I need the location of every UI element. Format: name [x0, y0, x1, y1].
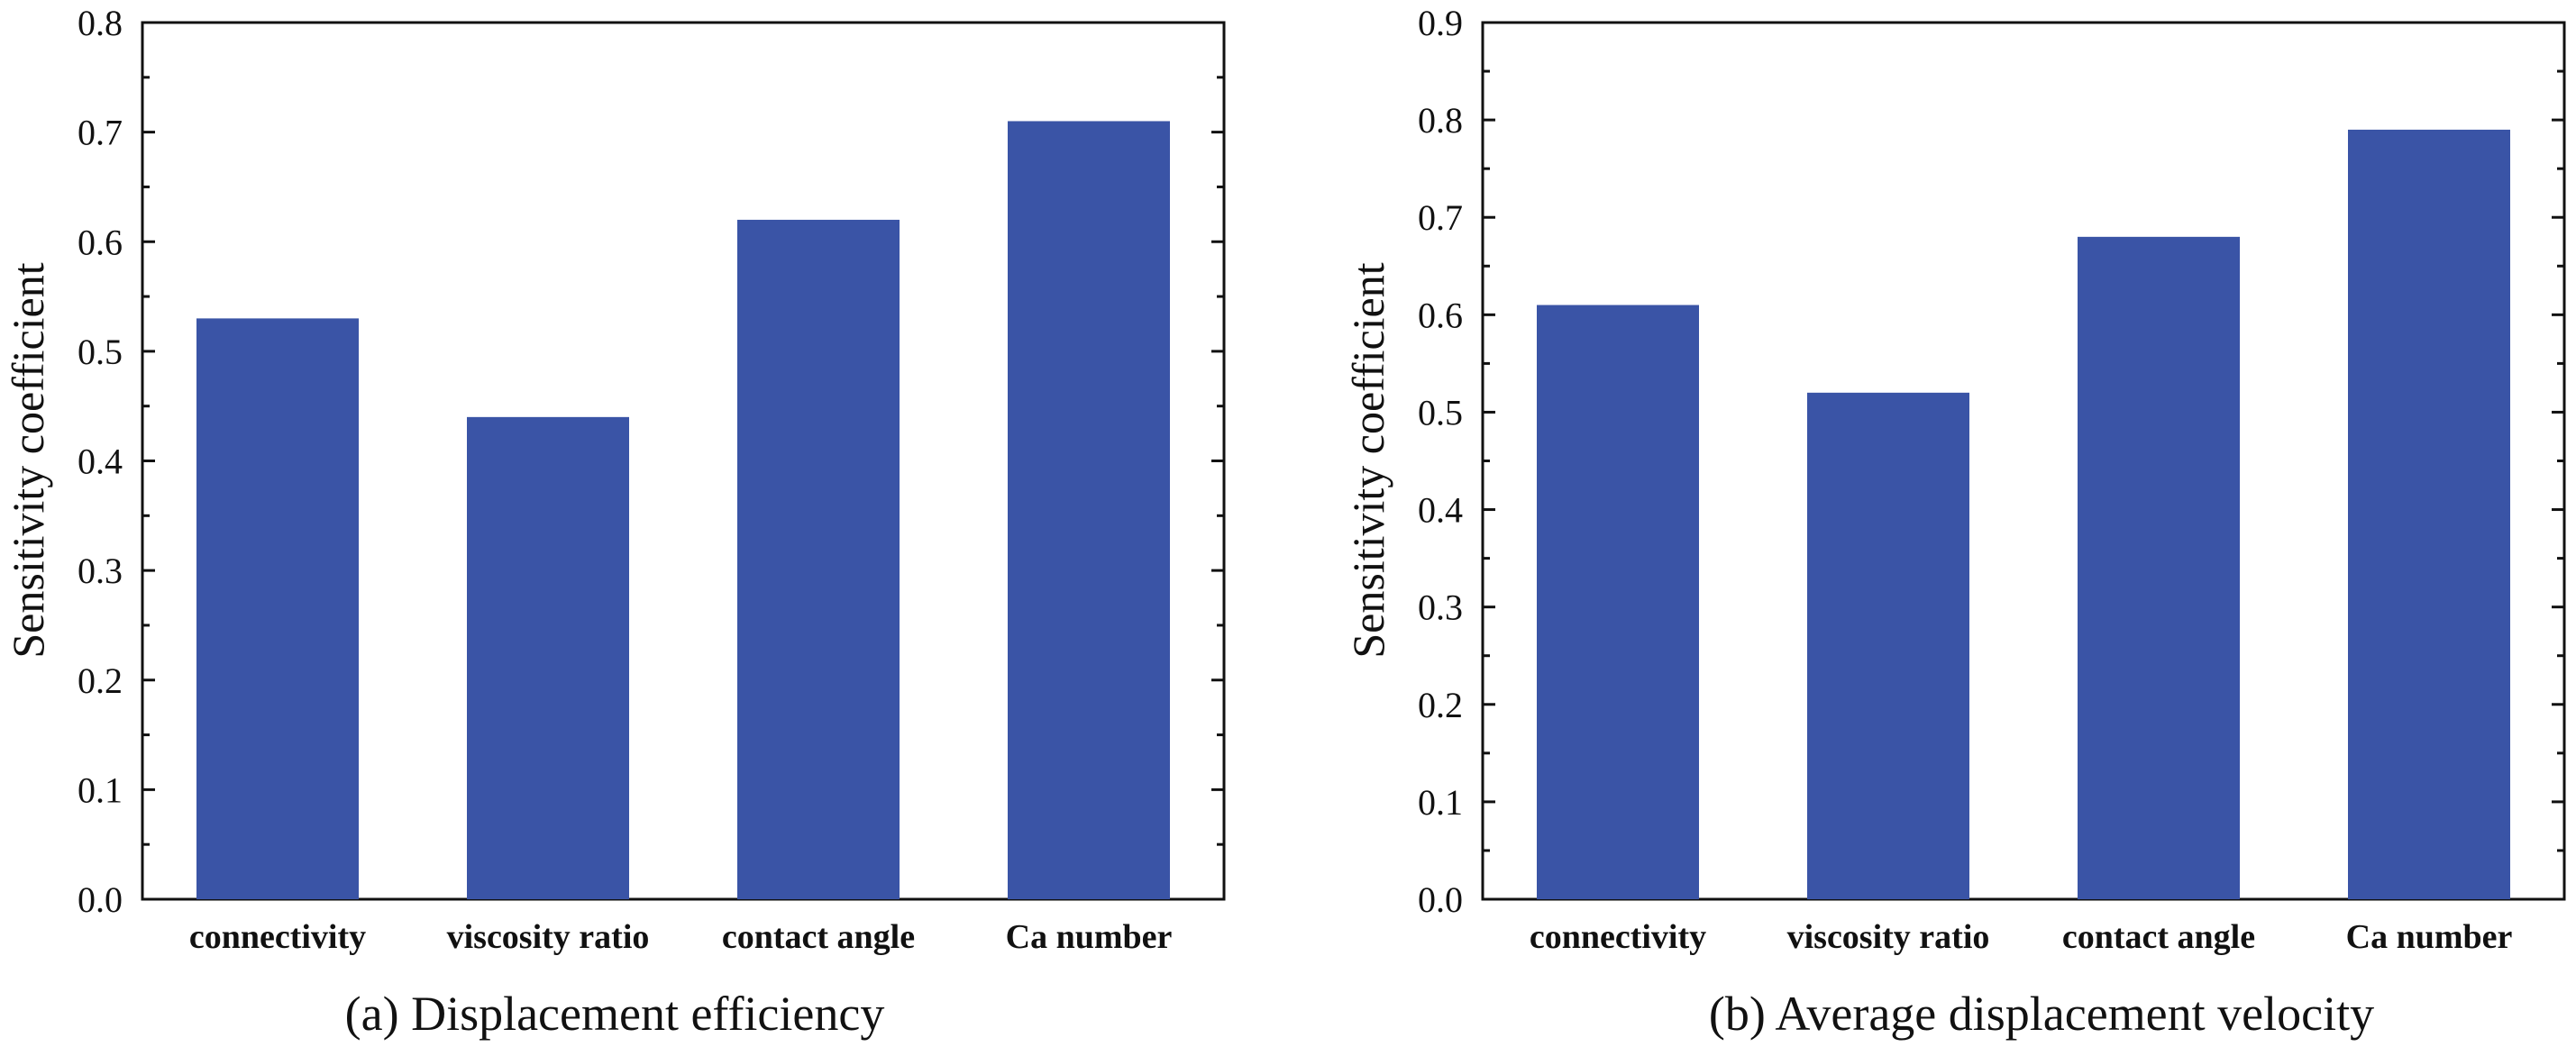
chart-b-ytick-label: 0.5	[1418, 392, 1463, 432]
chart-a-category-labels: connectivity viscosity ratio contact angle…	[189, 918, 1173, 956]
chart-b-bar-4	[2348, 129, 2510, 899]
chart-b-category-label: connectivity	[1530, 918, 1706, 956]
chart-a-ytick-label: 0.0	[78, 879, 123, 920]
chart-b-bar-3	[2078, 236, 2240, 899]
chart-a-ytick-label: 0.7	[78, 113, 123, 153]
chart-a-category-label: contact angle	[722, 918, 915, 956]
chart-b-category-labels: connectivity viscosity ratio contact angle…	[1530, 918, 2513, 956]
chart-a-ytick-label: 0.2	[78, 660, 123, 701]
chart-b-ytick-label: 0.1	[1418, 782, 1463, 823]
chart-a-ytick-label: 0.8	[78, 3, 123, 43]
chart-a-bars	[196, 121, 1170, 900]
chart-b-ytick-label: 0.3	[1418, 587, 1463, 628]
chart-b-ytick-label: 0.7	[1418, 197, 1463, 238]
chart-a-ytick-label: 0.3	[78, 551, 123, 591]
chart-a-ylabel: Sensitivity coefficient	[3, 262, 53, 658]
chart-b-bar-1	[1537, 305, 1699, 899]
chart-a-ytick-label: 0.5	[78, 332, 123, 372]
chart-b-category-label: contact angle	[2062, 918, 2255, 956]
chart-a-bar-4	[1008, 121, 1170, 899]
chart-b-title: (b) Average displacement velocity	[1709, 987, 2374, 1041]
chart-panel-a: Sensitivity coefficient 0.00.10.20.30.40…	[3, 3, 1226, 1041]
chart-b-y-tick-labels: 0.0 0.1 0.2 0.3 0.4 0.5 0.6 0.7 0.8 0.9	[1418, 3, 1463, 920]
chart-b-ytick-label: 0.0	[1418, 879, 1463, 920]
chart-a-y-ticks	[142, 21, 1224, 901]
chart-a-ytick-label: 0.1	[78, 769, 123, 810]
chart-a-bar-3	[737, 219, 900, 900]
chart-a-ytick-label: 0.6	[78, 222, 123, 262]
chart-b-ytick-label: 0.4	[1418, 490, 1463, 531]
chart-a-y-tick-labels: 0.0 0.1 0.2 0.3 0.4 0.5 0.6 0.7 0.8	[78, 3, 123, 920]
chart-a-category-label: connectivity	[189, 918, 366, 956]
chart-a-bar-1	[196, 318, 359, 899]
chart-a-ytick-label: 0.4	[78, 442, 123, 482]
chart-panel-b: Sensitivity coefficient 0.00.10.20.30.40…	[1343, 3, 2566, 1041]
chart-b-bar-2	[1807, 392, 1969, 899]
chart-b-y-ticks	[1483, 21, 2564, 901]
chart-b-ytick-label: 0.9	[1418, 3, 1463, 43]
chart-a-category-label: viscosity ratio	[447, 918, 650, 956]
chart-b-ylabel: Sensitivity coefficient	[1343, 262, 1393, 658]
chart-b-ytick-label: 0.6	[1418, 295, 1463, 335]
chart-b-ytick-label: 0.2	[1418, 685, 1463, 725]
chart-b-category-label: viscosity ratio	[1787, 918, 1990, 956]
chart-a-title: (a) Displacement efficiency	[345, 987, 885, 1041]
chart-b-category-label: Ca number	[2346, 918, 2513, 956]
chart-b-bars	[1537, 129, 2510, 899]
chart-b-ytick-label: 0.8	[1418, 100, 1463, 141]
chart-a-bar-2	[467, 416, 629, 900]
chart-a-category-label: Ca number	[1006, 918, 1173, 956]
